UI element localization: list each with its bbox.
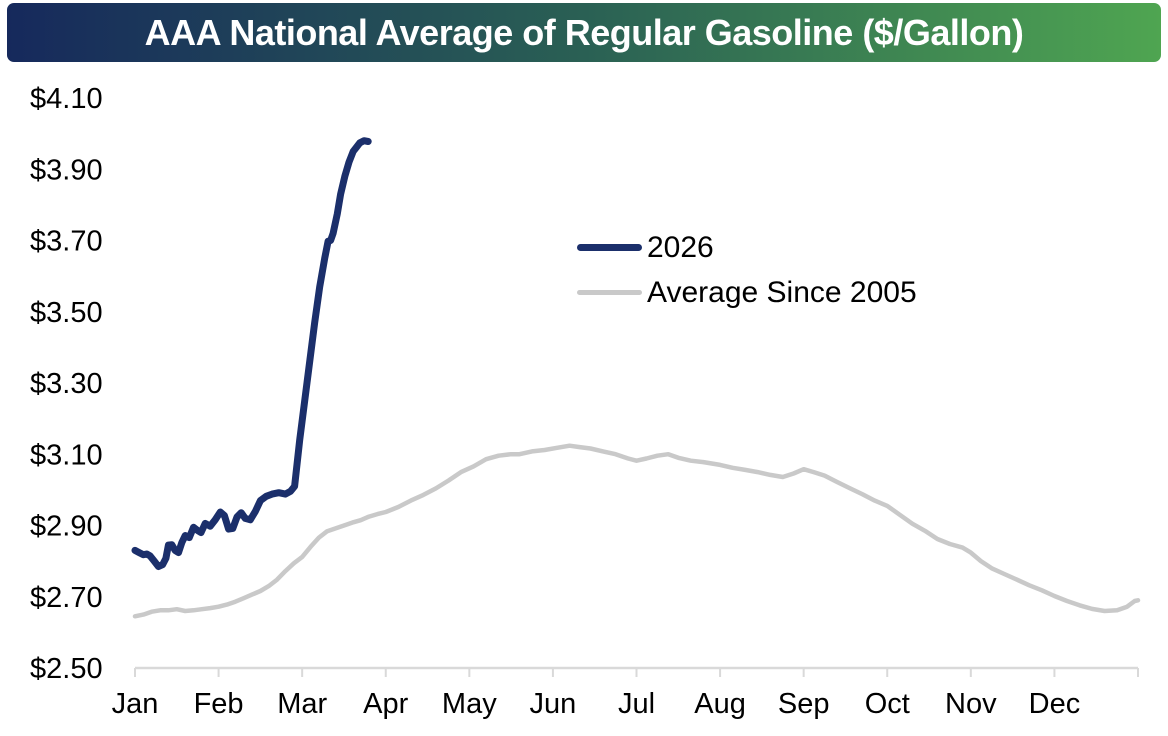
title-bar: AAA National Average of Regular Gasoline…: [7, 3, 1161, 62]
y-tick-label: $3.50: [30, 297, 103, 329]
y-tick-label: $4.10: [30, 83, 103, 115]
y-tick-label: $3.10: [30, 439, 103, 471]
y-axis-tick-labels: $2.50 $2.70 $2.90 $3.10 $3.30 $3.50 $3.70 $3.90…: [30, 83, 103, 685]
x-tick-label: Jun: [530, 688, 577, 720]
x-axis: [134, 666, 1139, 677]
chart-series-lines: [131, 137, 1141, 619]
x-tick-label: Nov: [945, 688, 997, 720]
series-line-average-since-2005: [132, 443, 1141, 619]
x-tick-label: Feb: [194, 688, 244, 720]
y-tick-label: $3.90: [30, 154, 103, 186]
legend-item-2026: 2026: [577, 225, 917, 270]
x-tick-label: Jul: [618, 688, 655, 720]
y-tick-label: $3.30: [30, 368, 103, 400]
legend-2026-label: 2026: [647, 230, 714, 264]
legend-2026-line-swatch: [577, 244, 642, 251]
chart-legend: 2026 Average Since 2005: [577, 225, 917, 315]
legend-average-label: Average Since 2005: [647, 275, 917, 309]
x-tick-label: Jan: [112, 688, 159, 720]
x-tick-label: Oct: [865, 688, 910, 720]
x-tick-label: Apr: [363, 688, 408, 720]
y-tick-label: $2.70: [30, 582, 103, 614]
y-tick-label: $3.70: [30, 226, 103, 258]
page-title: AAA National Average of Regular Gasoline…: [144, 11, 1024, 53]
x-axis-tick-labels: Jan Feb Mar Apr May Jun Jul Aug Sep Oct Nov Dec: [112, 688, 1081, 720]
x-tick-label: Aug: [694, 688, 746, 720]
legend-item-average: Average Since 2005: [577, 270, 917, 315]
legend-average-line-swatch: [577, 290, 642, 295]
x-tick-label: Dec: [1029, 688, 1081, 720]
y-tick-label: $2.90: [30, 511, 103, 543]
y-tick-label: $2.50: [30, 653, 103, 685]
x-tick-label: May: [442, 688, 497, 720]
x-tick-label: Sep: [778, 688, 830, 720]
series-line-2026: [131, 137, 372, 570]
x-tick-label: Mar: [277, 688, 327, 720]
